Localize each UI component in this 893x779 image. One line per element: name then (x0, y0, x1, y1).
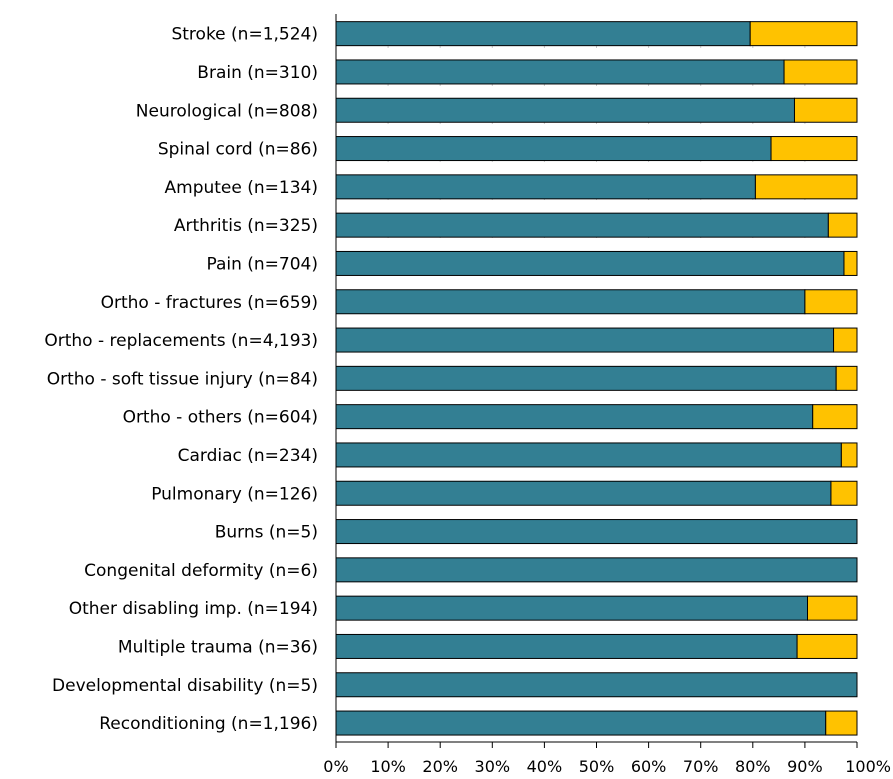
bar-segment-primary (335, 174, 756, 200)
category-label: Ortho - others (n=604) (123, 408, 318, 428)
category-label: Arthritis (n=325) (174, 216, 318, 236)
bar-segment-primary (335, 327, 835, 353)
category-label: Cardiac (n=234) (178, 446, 318, 466)
axis-layer (335, 14, 858, 748)
bar-segment-secondary (827, 212, 858, 238)
bar-segment-primary (335, 710, 827, 736)
category-label: Pulmonary (n=126) (151, 484, 318, 504)
category-label: Congenital deformity (n=6) (84, 561, 318, 581)
x-tick-label: 40% (527, 757, 563, 776)
bar-segment-secondary (840, 442, 858, 468)
bar-segment-secondary (812, 404, 858, 430)
x-tick-label: 50% (579, 757, 615, 776)
bar-segment-primary (335, 250, 845, 276)
bar-segment-primary (335, 672, 858, 698)
bar-segment-secondary (749, 21, 858, 47)
category-label: Ortho - soft tissue injury (n=84) (47, 369, 318, 389)
x-tick-label: 20% (422, 757, 458, 776)
bar-segment-secondary (830, 480, 858, 506)
bar-segment-secondary (843, 250, 858, 276)
bar-segment-primary (335, 480, 832, 506)
category-labels: Stroke (n=1,524) Brain (n=310) Neurologica… (44, 25, 318, 734)
bar-segment-secondary (754, 174, 858, 200)
bar-segment-primary (335, 365, 837, 391)
x-tick-label: 10% (370, 757, 406, 776)
bar-segment-primary (335, 21, 751, 47)
bar-segment-primary (335, 633, 798, 659)
category-label: Spinal cord (n=86) (158, 140, 318, 160)
bar-segment-primary (335, 136, 772, 162)
bar-segment-primary (335, 519, 858, 545)
category-label: Developmental disability (n=5) (52, 676, 318, 696)
tick-labels: 0% 10% 20% 30% 40% 50% 60% 70% 80% 90% 100% (323, 757, 891, 776)
bar-segment-primary (335, 595, 809, 621)
x-tick-label: 0% (323, 757, 348, 776)
category-label: Pain (n=704) (206, 254, 318, 274)
bar-segment-primary (335, 59, 785, 85)
bar-segment-primary (335, 404, 814, 430)
category-label: Ortho - replacements (n=4,193) (44, 331, 318, 351)
category-label: Ortho - fractures (n=659) (101, 293, 318, 313)
bar-segment-primary (335, 557, 858, 583)
category-label: Multiple trauma (n=36) (118, 637, 318, 657)
category-label: Brain (n=310) (197, 63, 318, 83)
bars-layer (335, 21, 858, 736)
bar-segment-secondary (833, 327, 858, 353)
bar-segment-primary (335, 289, 806, 315)
bar-segment-secondary (825, 710, 858, 736)
category-label: Other disabling imp. (n=194) (69, 599, 318, 619)
bar-segment-secondary (835, 365, 858, 391)
category-label: Neurological (n=808) (136, 101, 318, 121)
bar-segment-secondary (804, 289, 858, 315)
bar-segment-primary (335, 97, 795, 123)
x-tick-label: 100% (845, 757, 891, 776)
bar-segment-secondary (783, 59, 858, 85)
x-tick-label: 60% (631, 757, 667, 776)
bar-segment-primary (335, 212, 829, 238)
x-tick-label: 90% (787, 757, 823, 776)
category-label: Reconditioning (n=1,196) (99, 714, 318, 734)
x-tick-label: 70% (683, 757, 719, 776)
category-label: Burns (n=5) (215, 523, 318, 543)
bar-segment-secondary (770, 136, 858, 162)
bar-segment-secondary (807, 595, 858, 621)
bar-segment-secondary (793, 97, 858, 123)
x-tick-label: 80% (735, 757, 771, 776)
bar-segment-primary (335, 442, 842, 468)
category-label: Stroke (n=1,524) (171, 25, 318, 45)
bar-segment-secondary (796, 633, 858, 659)
x-tick-label: 30% (475, 757, 511, 776)
category-label: Amputee (n=134) (165, 178, 318, 198)
